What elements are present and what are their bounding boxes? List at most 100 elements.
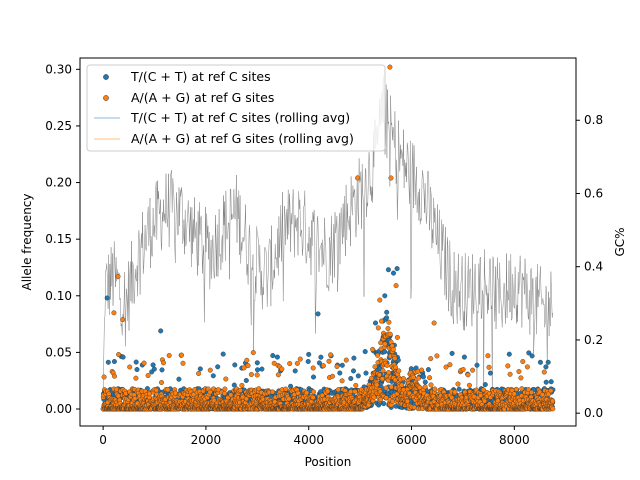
point-c-sites [385, 267, 391, 273]
point-g-sites [431, 320, 437, 326]
point-g-sites [248, 372, 254, 378]
point-g-sites [434, 353, 440, 359]
point-g-sites [375, 325, 381, 331]
y2-axis-label: GC% [613, 227, 627, 256]
point-g-sites [541, 369, 547, 375]
point-c-sites [384, 315, 390, 321]
point-c-sites [133, 359, 139, 365]
point-g-sites [411, 404, 417, 410]
point-c-sites [461, 354, 467, 360]
point-c-sites [506, 351, 512, 357]
point-c-sites [254, 367, 260, 373]
y-axis-label: Allele frequency [20, 194, 34, 291]
point-g-sites [239, 382, 245, 388]
point-g-sites [524, 364, 530, 370]
point-g-sites [380, 368, 386, 374]
point-c-sites [176, 376, 182, 382]
point-g-sites [400, 376, 406, 382]
point-c-sites [150, 362, 156, 368]
point-c-sites [394, 266, 400, 272]
y-tick-label: 0.05 [45, 345, 72, 359]
point-g-sites [422, 384, 428, 390]
point-g-sites [311, 389, 317, 395]
point-c-sites [420, 374, 426, 380]
point-g-sites [410, 374, 416, 380]
point-g-sites [215, 387, 221, 393]
point-c-sites [339, 362, 345, 368]
point-g-sites [452, 389, 458, 395]
point-c-sites [274, 354, 280, 360]
point-c-sites [422, 379, 428, 385]
point-g-sites [160, 360, 166, 366]
y2-tick-label: 0.2 [584, 333, 603, 347]
point-g-sites [241, 365, 247, 371]
point-g-sites [254, 372, 260, 378]
point-g-sites [393, 364, 399, 370]
point-c-sites [254, 360, 260, 366]
point-g-sites [550, 398, 556, 404]
point-c-sites [315, 311, 321, 317]
point-c-sites [292, 368, 298, 374]
point-c-sites [351, 368, 357, 374]
point-c-sites [543, 379, 549, 385]
point-g-sites [432, 386, 438, 392]
y-tick-label: 0.30 [45, 62, 72, 76]
point-g-sites [222, 386, 228, 392]
point-g-sites [519, 386, 525, 392]
point-g-sites [222, 390, 228, 396]
point-c-sites [425, 367, 431, 373]
point-g-sites [455, 381, 461, 387]
point-g-sites [428, 382, 434, 388]
point-c-sites [270, 353, 276, 359]
point-g-sites [237, 387, 243, 393]
y2-tick-label: 0.0 [584, 406, 603, 420]
point-c-sites [381, 401, 387, 407]
x-tick-label: 0 [99, 433, 107, 447]
point-c-sites [134, 367, 140, 373]
y2-tick-label: 0.6 [584, 186, 603, 200]
point-c-sites [210, 373, 216, 379]
point-g-sites [275, 372, 281, 378]
point-g-sites [529, 389, 535, 395]
point-g-sites [550, 406, 556, 412]
point-g-sites [378, 396, 384, 402]
point-c-sites [220, 351, 226, 357]
point-c-sites [373, 320, 379, 326]
point-g-sites [295, 390, 301, 396]
point-g-sites [548, 388, 554, 394]
point-g-sites [330, 373, 336, 379]
point-g-sites [379, 376, 385, 382]
point-g-sites [388, 175, 394, 181]
point-c-sites [348, 376, 354, 382]
point-c-sites [316, 360, 322, 366]
point-c-sites [243, 378, 249, 384]
point-g-sites [207, 367, 213, 373]
y-tick-label: 0.20 [45, 176, 72, 190]
point-g-sites [443, 364, 449, 370]
point-g-sites [470, 367, 476, 373]
point-g-sites [394, 334, 400, 340]
point-c-sites [259, 366, 265, 372]
point-g-sites [449, 395, 455, 401]
point-g-sites [513, 386, 519, 392]
legend: T/(C + T) at ref C sites A/(A + G) at re… [86, 64, 386, 152]
point-g-sites [111, 373, 117, 379]
point-g-sites [310, 365, 316, 371]
point-c-sites [111, 359, 117, 365]
point-c-sites [120, 354, 126, 360]
point-g-sites [427, 375, 433, 381]
y-axis-ticks: 0.00 0.05 0.10 0.15 0.20 0.25 0.30 [45, 62, 80, 416]
point-g-sites [371, 394, 377, 400]
point-g-sites [353, 382, 359, 388]
point-c-sites [529, 353, 535, 359]
legend-label-g-rolling: A/(A + G) at ref G sites (rolling avg) [131, 131, 354, 146]
point-g-sites [304, 390, 310, 396]
point-g-sites [120, 317, 126, 323]
point-g-sites [207, 389, 213, 395]
point-g-sites [416, 375, 422, 381]
point-g-sites [270, 389, 276, 395]
point-c-sites [159, 367, 165, 373]
point-g-sites [382, 341, 388, 347]
legend-label-c-sites: T/(C + T) at ref C sites [130, 69, 271, 84]
